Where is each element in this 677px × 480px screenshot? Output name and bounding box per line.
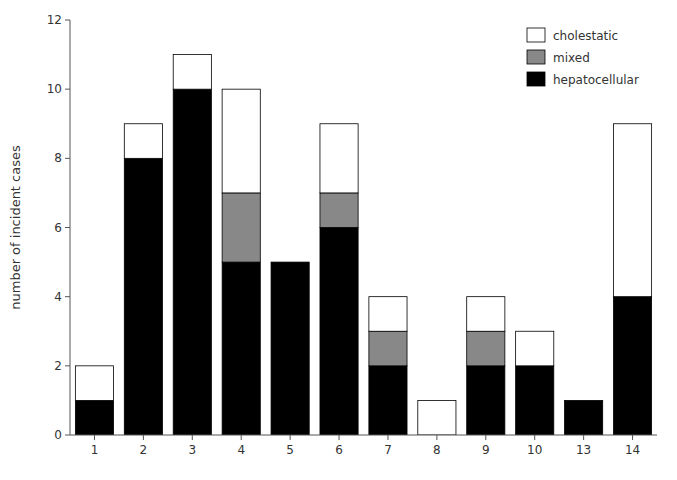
y-tick-label: 4: [54, 290, 62, 304]
chart-container: 024681012123456789101314number of incide…: [0, 0, 677, 480]
x-tick: [583, 435, 584, 440]
y-tick-label: 6: [54, 221, 62, 235]
y-tick-label: 2: [54, 359, 62, 373]
x-tick-label: 4: [237, 443, 245, 457]
bar-segment: [565, 400, 603, 435]
x-tick-label: 5: [286, 443, 294, 457]
bar-segment: [613, 124, 651, 297]
x-axis-line: [70, 435, 657, 436]
legend-swatch: [527, 28, 545, 42]
bars: [75, 55, 651, 435]
bar-segment: [418, 400, 456, 435]
bar-segment: [75, 400, 113, 435]
x-tick-label: 9: [482, 443, 490, 457]
x-tick: [387, 435, 388, 440]
bar-segment: [271, 262, 309, 263]
y-tick: [65, 20, 70, 21]
x-tick: [534, 435, 535, 440]
x-tick-label: 7: [384, 443, 392, 457]
bar-segment: [467, 297, 505, 332]
bar-segment: [173, 55, 211, 90]
y-tick: [65, 296, 70, 297]
x-tick-label: 14: [625, 443, 640, 457]
y-tick-label: 12: [47, 13, 62, 27]
y-tick: [65, 89, 70, 90]
y-tick: [65, 435, 70, 436]
legend-label: hepatocellular: [553, 73, 639, 87]
x-tick: [436, 435, 437, 440]
bar-segment: [369, 366, 407, 435]
y-tick: [65, 365, 70, 366]
bar-segment: [75, 366, 113, 401]
bar-segment: [173, 89, 211, 435]
x-tick: [241, 435, 242, 440]
x-tick-label: 3: [188, 443, 196, 457]
bar-segment: [467, 366, 505, 435]
bar-segment: [369, 331, 407, 366]
y-tick-label: 0: [54, 428, 62, 442]
x-tick-label: 13: [576, 443, 591, 457]
bar-segment: [222, 89, 260, 193]
x-tick-label: 8: [433, 443, 441, 457]
bar-segment: [516, 331, 554, 366]
x-tick: [192, 435, 193, 440]
y-tick: [65, 227, 70, 228]
legend: cholestatic mixed hepatocellular: [527, 28, 639, 87]
y-tick-label: 8: [54, 151, 62, 165]
x-tick-label: 6: [335, 443, 343, 457]
bar-segment: [271, 262, 309, 435]
legend-swatch: [527, 50, 545, 64]
bar-segment: [467, 331, 505, 366]
bar-segment: [222, 262, 260, 435]
bar-segment: [271, 262, 309, 263]
chart-svg: 024681012123456789101314number of incide…: [0, 0, 677, 480]
legend-label: mixed: [553, 51, 590, 65]
bar-segment: [613, 297, 651, 435]
x-tick-label: 2: [140, 443, 148, 457]
bar-segment: [124, 158, 162, 435]
bar-segment: [124, 124, 162, 159]
y-axis-label: number of incident cases: [8, 145, 23, 310]
y-tick: [65, 158, 70, 159]
legend-swatch: [527, 72, 545, 86]
bar-segment: [320, 228, 358, 436]
x-tick: [290, 435, 291, 440]
bar-segment: [320, 124, 358, 193]
legend-label: cholestatic: [553, 29, 618, 43]
x-tick-label: 1: [91, 443, 99, 457]
x-tick: [632, 435, 633, 440]
bar-segment: [565, 400, 603, 401]
x-tick-label: 10: [527, 443, 542, 457]
bar-segment: [369, 297, 407, 332]
x-tick: [143, 435, 144, 440]
x-tick: [94, 435, 95, 440]
bar-segment: [516, 366, 554, 435]
x-tick: [339, 435, 340, 440]
bar-segment: [222, 193, 260, 262]
x-tick: [485, 435, 486, 440]
bar-segment: [320, 193, 358, 228]
y-tick-label: 10: [47, 82, 62, 96]
bar-segment: [565, 400, 603, 401]
